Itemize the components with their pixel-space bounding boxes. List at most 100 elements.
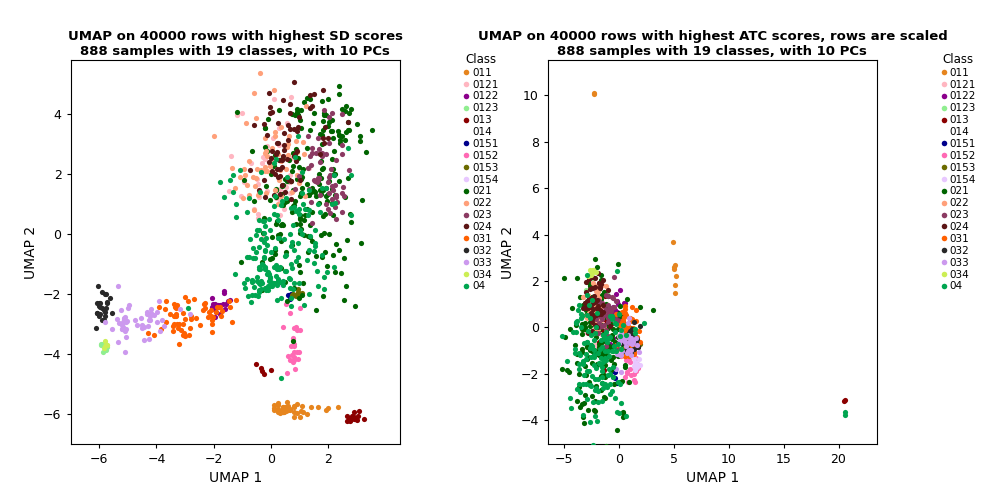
0151 [610,379,626,387]
022 [589,308,605,316]
033 [133,324,149,332]
04 [284,238,300,246]
011 [665,265,681,273]
021 [313,190,330,198]
021 [290,111,306,119]
04 [244,278,260,286]
034 [585,266,601,274]
024 [301,91,318,99]
0121 [591,312,607,321]
0121 [250,193,266,201]
0154 [627,366,643,374]
024 [256,119,272,128]
021 [262,196,278,204]
04 [245,254,261,262]
04 [590,349,606,357]
021 [304,184,321,192]
013 [590,311,606,319]
032 [96,306,112,314]
0154 [631,355,647,363]
032 [629,335,645,343]
021 [572,383,588,391]
04 [591,398,607,406]
04 [253,277,269,285]
023 [596,321,612,329]
031 [203,311,219,320]
033 [621,338,637,346]
031 [614,318,630,326]
013 [595,363,611,371]
024 [291,113,307,121]
033 [145,311,161,319]
0151 [283,290,299,298]
04 [636,319,652,327]
031 [622,314,638,322]
04 [257,245,273,254]
04 [613,400,629,408]
04 [586,336,602,344]
024 [586,296,602,304]
031 [632,338,648,346]
024 [602,322,618,330]
031 [206,313,222,322]
021 [343,218,359,226]
04 [245,244,261,253]
0122 [610,299,626,307]
031 [616,324,632,332]
0122 [211,302,227,310]
04 [576,380,592,388]
04 [251,216,267,224]
04 [275,235,291,243]
04 [244,276,260,284]
032 [620,334,636,342]
021 [607,338,623,346]
021 [314,140,331,148]
024 [581,294,597,302]
04 [244,291,260,299]
023 [309,134,326,142]
0152 [275,323,291,331]
023 [605,294,621,302]
0154 [274,277,290,285]
0122 [218,300,234,308]
011 [275,408,291,416]
031 [165,327,181,335]
04 [264,282,280,290]
022 [296,192,312,200]
021 [280,156,296,164]
021 [326,147,342,155]
04 [590,387,606,395]
031 [204,328,220,336]
021 [317,229,333,237]
X-axis label: UMAP 1: UMAP 1 [685,471,739,485]
021 [331,90,347,98]
033 [141,316,157,324]
021 [322,118,338,127]
032 [623,348,639,356]
023 [302,152,319,160]
024 [283,177,299,185]
034 [96,344,112,352]
021 [316,116,332,124]
04 [595,384,611,392]
021 [257,123,273,132]
024 [263,167,279,175]
04 [254,260,270,268]
023 [594,308,610,317]
021 [352,132,368,140]
021 [591,306,607,314]
04 [302,232,319,240]
031 [200,313,216,322]
022 [589,318,605,326]
04 [575,312,591,320]
011 [320,404,336,412]
022 [589,288,605,296]
0152 [622,358,638,366]
022 [581,308,597,317]
031 [618,343,634,351]
011 [270,408,286,416]
04 [588,364,604,372]
032 [91,312,107,320]
04 [602,370,618,378]
024 [592,283,608,291]
